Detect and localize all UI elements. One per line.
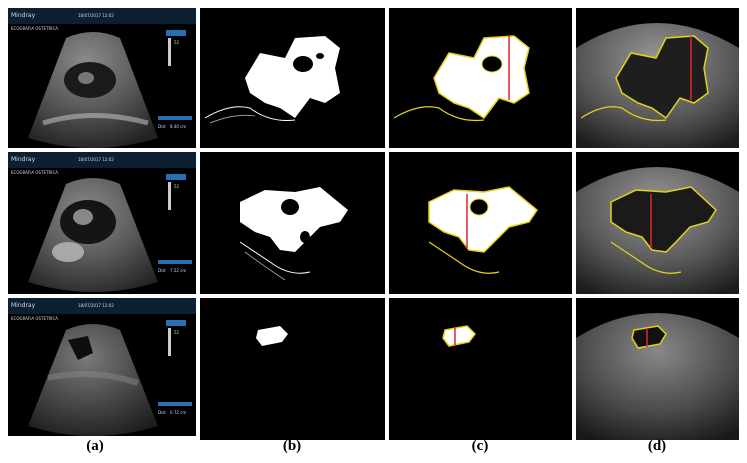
scanner-header: ECOGRAFIA OSTETRICA	[11, 170, 58, 175]
caption-d: (d)	[647, 438, 667, 454]
ultrasound-image-row2: Mindray 18/07/2017 12:02 ECOGRAFIA OSTET…	[8, 152, 196, 292]
ultrasound-image-row1: Mindray 18/07/2017 12:02 ECOGRAFIA OSTET…	[8, 8, 196, 148]
contour-measurement-row1	[393, 35, 530, 122]
gain-value: 52	[174, 330, 180, 335]
panel-a-row3: Mindray 18/07/2017 12:02 ECOGRAFIA OSTET…	[8, 298, 196, 436]
panel-b-row2	[200, 152, 385, 294]
overlay-image-row3	[576, 313, 739, 440]
scanner-brand: Mindray	[11, 302, 36, 309]
panel-a-row2: Mindray 18/07/2017 12:02 ECOGRAFIA OSTET…	[8, 152, 196, 294]
gain-value: 52	[174, 184, 180, 189]
scanner-date: 18/07/2017 12:02	[78, 13, 114, 18]
contour-measurement-row2	[428, 186, 539, 274]
gain-value: 52	[174, 40, 180, 45]
measure-value: 8.40 cm	[170, 124, 186, 129]
segmentation-mask-row1	[204, 36, 340, 124]
caption-a: (a)	[86, 438, 104, 454]
overlay-image-row2	[576, 167, 739, 294]
panel-b-row3	[200, 298, 385, 440]
overlay-image-row1	[576, 23, 739, 148]
scanner-brand: Mindray	[11, 12, 36, 19]
segmentation-mask-row3	[256, 326, 288, 346]
panel-d-row1	[576, 8, 739, 148]
caption-c: (c)	[471, 438, 489, 454]
segmentation-mask-row2	[239, 187, 348, 281]
measure-label: Dist	[158, 268, 166, 273]
scanner-date: 18/07/2017 12:02	[78, 303, 114, 308]
ultrasound-image-row3: Mindray 18/07/2017 12:02 ECOGRAFIA OSTET…	[8, 298, 196, 436]
panel-d-row2	[576, 152, 739, 294]
measure-value: 0.72 cm	[170, 410, 186, 415]
contour-measurement-row3	[442, 325, 476, 347]
panel-c-row3	[389, 298, 572, 440]
measure-value: 7.52 cm	[170, 268, 186, 273]
panel-b-row1	[200, 8, 385, 148]
panel-c-row1	[389, 8, 572, 148]
panel-d-row3	[576, 298, 739, 440]
scanner-header: ECOGRAFIA OSTETRICA	[11, 316, 58, 321]
caption-b: (b)	[282, 438, 302, 454]
scanner-date: 18/07/2017 12:02	[78, 157, 114, 162]
panel-a-row1: Mindray 18/07/2017 12:02 ECOGRAFIA OSTET…	[8, 8, 196, 148]
scanner-brand: Mindray	[11, 156, 36, 163]
measure-label: Dist	[158, 124, 166, 129]
measure-label: Dist	[158, 410, 166, 415]
panel-c-row2	[389, 152, 572, 294]
scanner-header: ECOGRAFIA OSTETRICA	[11, 26, 58, 31]
